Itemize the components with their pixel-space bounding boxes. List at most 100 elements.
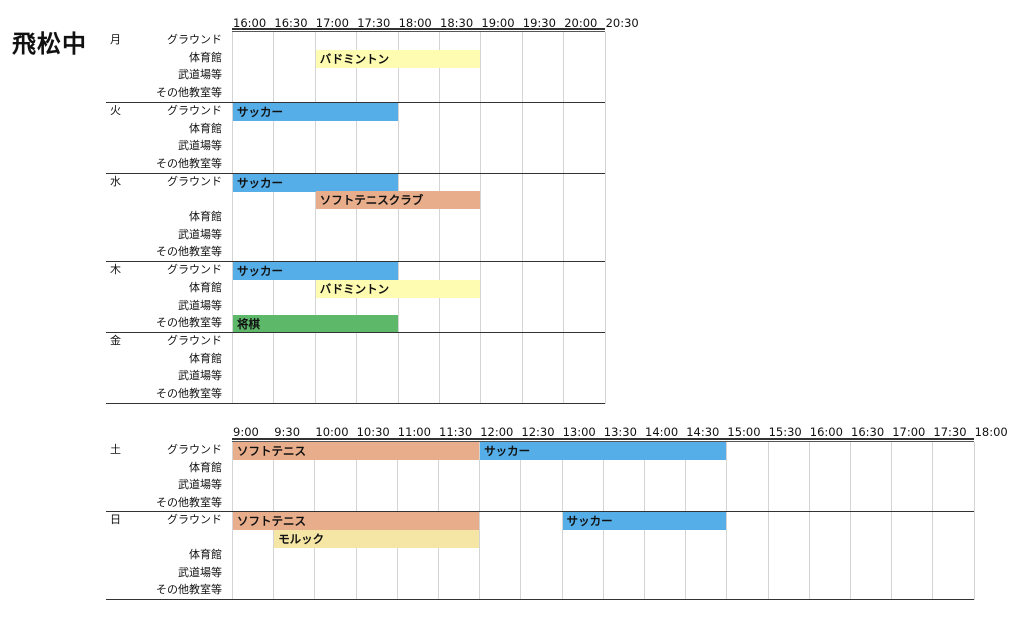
time-header: 14:00	[645, 425, 679, 439]
event-bar: サッカー	[480, 442, 727, 460]
time-header: 12:30	[521, 425, 555, 439]
time-header: 15:00	[727, 425, 761, 439]
grid-line	[973, 442, 975, 600]
grid-line	[808, 442, 810, 600]
time-header: 18:00	[974, 425, 1008, 439]
time-header: 9:30	[274, 425, 301, 439]
day-label: 水	[110, 174, 121, 188]
time-header: 19:00	[481, 16, 515, 30]
day-separator	[106, 598, 974, 600]
event-bar: ソフトテニス	[233, 512, 480, 530]
event-bar: サッカー	[562, 512, 727, 530]
grid-line	[356, 32, 358, 404]
time-header: 10:00	[315, 425, 349, 439]
time-header: 20:00	[564, 16, 598, 30]
facility-label: 武道場等	[178, 298, 222, 312]
day-separator	[106, 511, 974, 512]
time-header: 18:30	[440, 16, 474, 30]
day-label: 土	[110, 443, 121, 456]
day-separator	[106, 402, 605, 404]
grid-line	[520, 442, 522, 600]
time-header: 15:30	[768, 425, 802, 439]
time-header: 16:00	[233, 16, 267, 30]
time-header: 16:30	[274, 16, 308, 30]
time-header: 17:30	[357, 16, 391, 30]
day-separator	[106, 172, 605, 174]
time-header: 13:00	[562, 425, 596, 439]
day-label: 金	[110, 333, 121, 347]
facility-label: その他教室等	[156, 86, 222, 100]
time-header: 18:00	[398, 16, 432, 30]
time-header: 19:30	[522, 16, 556, 30]
event-bar: バドミントン	[315, 49, 481, 68]
facility-label: グラウンド	[167, 333, 222, 347]
grid-line	[397, 32, 399, 404]
event-bar: バドミントン	[315, 279, 481, 298]
event-bar: ソフトテニス	[233, 442, 480, 460]
time-header: 17:00	[892, 425, 926, 439]
grid-line	[232, 442, 233, 600]
grid-line	[232, 32, 233, 404]
time-header: 17:00	[315, 16, 349, 30]
facility-label: その他教室等	[156, 583, 222, 596]
facility-label: 体育館	[189, 280, 222, 294]
facility-label: グラウンド	[167, 263, 222, 277]
grid-line	[314, 32, 316, 404]
day-label: 木	[110, 263, 121, 277]
facility-label: グラウンド	[167, 443, 222, 456]
facility-label: その他教室等	[156, 387, 222, 400]
day-separator	[106, 101, 605, 103]
header-rule	[232, 441, 974, 442]
grid-line	[480, 32, 482, 404]
page-title: 飛松中	[12, 30, 87, 58]
facility-label: 武道場等	[178, 68, 222, 82]
facility-label: 体育館	[189, 121, 222, 135]
time-header: 16:30	[851, 425, 885, 439]
time-header: 14:30	[686, 425, 720, 439]
grid-line	[767, 442, 769, 600]
facility-label: グラウンド	[167, 103, 222, 117]
grid-line	[521, 32, 523, 404]
facility-label: 武道場等	[178, 478, 222, 491]
time-header: 9:00	[233, 425, 259, 439]
facility-label: 体育館	[189, 548, 222, 561]
facility-label: 体育館	[189, 460, 222, 474]
event-bar: サッカー	[233, 173, 398, 192]
grid-line	[850, 442, 851, 600]
event-bar: サッカー	[233, 262, 398, 281]
facility-label: グラウンド	[167, 174, 222, 188]
facility-label: 体育館	[189, 351, 222, 365]
day-separator	[106, 331, 605, 333]
time-header: 17:30	[933, 425, 967, 439]
facility-label: 体育館	[189, 50, 222, 64]
grid-line	[563, 32, 565, 404]
time-header: 12:00	[480, 425, 514, 439]
facility-label: 武道場等	[178, 565, 222, 579]
grid-line	[439, 32, 440, 404]
facility-label: 体育館	[189, 210, 222, 223]
grid-line	[604, 32, 606, 404]
header-rule	[232, 31, 605, 32]
grid-line	[726, 442, 728, 600]
day-label: 月	[110, 33, 121, 46]
header-rule	[232, 438, 974, 440]
event-bar: ソフトテニスクラブ	[315, 191, 481, 210]
event-bar: 将棋	[233, 315, 398, 334]
grid-line	[561, 442, 563, 600]
facility-label: グラウンド	[167, 513, 222, 526]
facility-label: グラウンド	[167, 33, 222, 46]
facility-label: その他教室等	[156, 316, 222, 330]
facility-label: その他教室等	[156, 156, 222, 170]
facility-label: その他教室等	[156, 495, 222, 509]
time-header: 10:30	[356, 425, 390, 439]
facility-label: 武道場等	[178, 139, 222, 153]
time-header: 13:30	[603, 425, 637, 439]
time-header: 16:00	[809, 425, 843, 439]
day-label: 日	[110, 513, 121, 526]
day-separator	[106, 261, 605, 263]
facility-label: 武道場等	[178, 227, 222, 241]
grid-line	[273, 32, 275, 404]
grid-line	[932, 442, 934, 600]
day-label: 火	[110, 103, 121, 117]
grid-line	[479, 442, 481, 600]
